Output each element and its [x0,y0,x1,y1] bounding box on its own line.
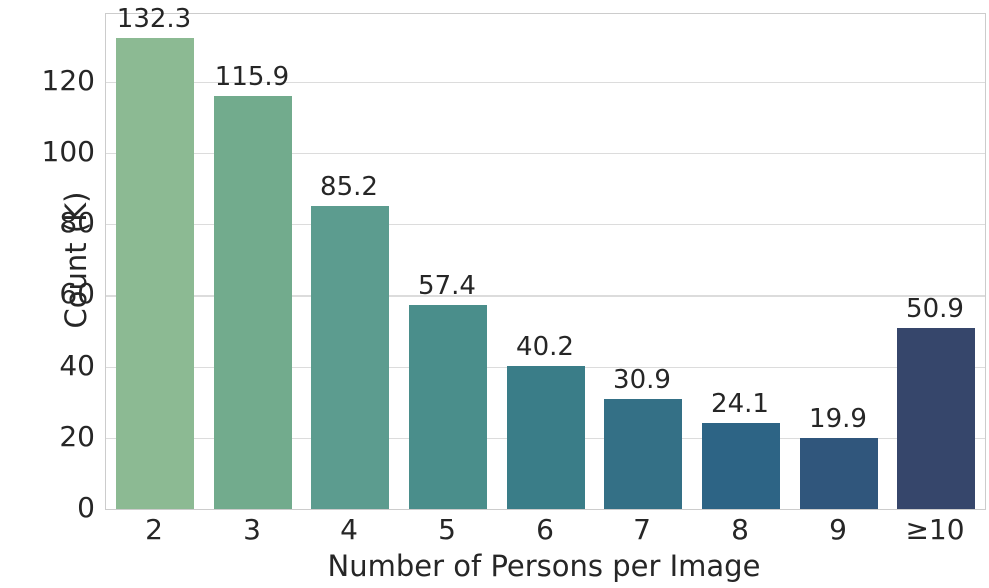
y-tick-label-0: 0 [77,491,95,524]
bar-8 [702,423,780,509]
y-tick-label-100: 100 [41,135,95,168]
y-tick-label-60: 60 [59,277,95,310]
bar-value-label-4: 85.2 [320,172,378,202]
plot-area [105,13,986,510]
gridline-y-120 [106,81,985,84]
x-tick-label-8: 8 [731,513,749,546]
x-tick-label-9: 9 [829,513,847,546]
x-tick-label-5: 5 [438,513,456,546]
bar-value-label-3: 115.9 [214,62,290,92]
bar-6 [507,366,585,509]
x-tick-label-≥10: ≥10 [905,513,965,546]
bar-≥10 [897,328,975,509]
bar-value-label-5: 57.4 [418,271,476,301]
bar-value-label-8: 24.1 [711,389,769,419]
bar-value-label-7: 30.9 [613,365,671,395]
x-tick-label-4: 4 [340,513,358,546]
bar-value-label-6: 40.2 [516,332,574,362]
bar-3 [214,96,292,509]
x-axis-label: Number of Persons per Image [327,549,761,583]
x-tick-label-7: 7 [633,513,651,546]
x-tick-label-6: 6 [536,513,554,546]
y-tick-label-80: 80 [59,206,95,239]
y-tick-label-40: 40 [59,349,95,382]
y-tick-label-20: 20 [59,420,95,453]
x-tick-label-2: 2 [145,513,163,546]
bar-9 [800,438,878,509]
x-tick-label-3: 3 [243,513,261,546]
gridline-y-100 [106,152,985,155]
bar-4 [311,206,389,509]
bar-value-label-9: 19.9 [809,404,867,434]
bar-2 [116,38,194,509]
y-tick-label-120: 120 [41,64,95,97]
gridline-y-80 [106,224,985,226]
bar-5 [409,305,487,509]
gridline-y-60 [106,295,985,297]
bar-value-label-2: 132.3 [116,4,192,34]
bar-value-label-≥10: 50.9 [906,294,964,324]
bar-7 [604,399,682,509]
